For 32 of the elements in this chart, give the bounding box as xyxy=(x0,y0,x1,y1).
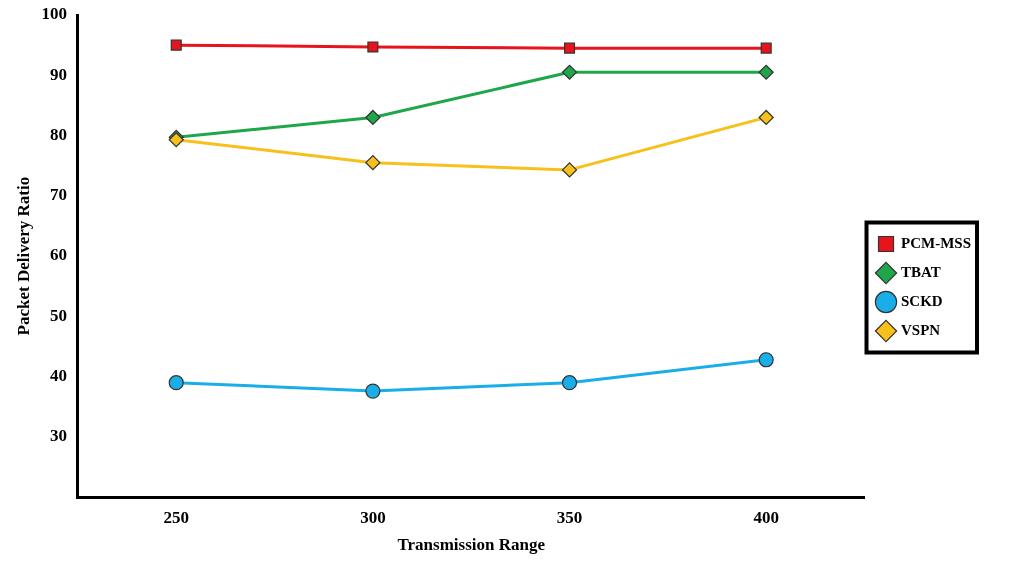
point xyxy=(758,64,774,80)
point xyxy=(561,162,578,178)
y-tick-label: 70 xyxy=(49,185,67,205)
legend-label: VSPN xyxy=(901,321,941,338)
y-tick-label: 60 xyxy=(49,245,67,265)
point xyxy=(758,352,774,368)
point xyxy=(365,383,381,399)
point xyxy=(365,109,381,126)
y-tick-label: 50 xyxy=(49,305,67,325)
legend-label: PCM-MSS xyxy=(901,234,972,251)
point xyxy=(561,64,578,80)
y-tick-label: 40 xyxy=(49,366,67,386)
point xyxy=(563,42,576,54)
x-tick-label: 350 xyxy=(556,507,583,527)
x-tick-label: 300 xyxy=(360,507,386,527)
x-tick-label: 250 xyxy=(163,507,189,527)
x-axis-title: Transmission Range xyxy=(397,535,546,555)
point xyxy=(760,42,772,54)
legend-label: SCKD xyxy=(901,292,943,309)
point xyxy=(367,41,379,53)
y-tick-label: 100 xyxy=(41,4,67,24)
y-tick-label: 30 xyxy=(49,426,67,446)
point xyxy=(365,155,381,171)
y-tick-label: 90 xyxy=(49,64,67,84)
legend-label: TBAT xyxy=(901,263,941,280)
point xyxy=(168,375,184,391)
point xyxy=(170,39,182,51)
point xyxy=(758,109,774,126)
y-tick-label: 80 xyxy=(49,124,67,144)
y-axis-title: Packet Delivery Ratio xyxy=(13,176,33,336)
point xyxy=(561,375,578,391)
x-tick-label: 400 xyxy=(753,507,779,527)
